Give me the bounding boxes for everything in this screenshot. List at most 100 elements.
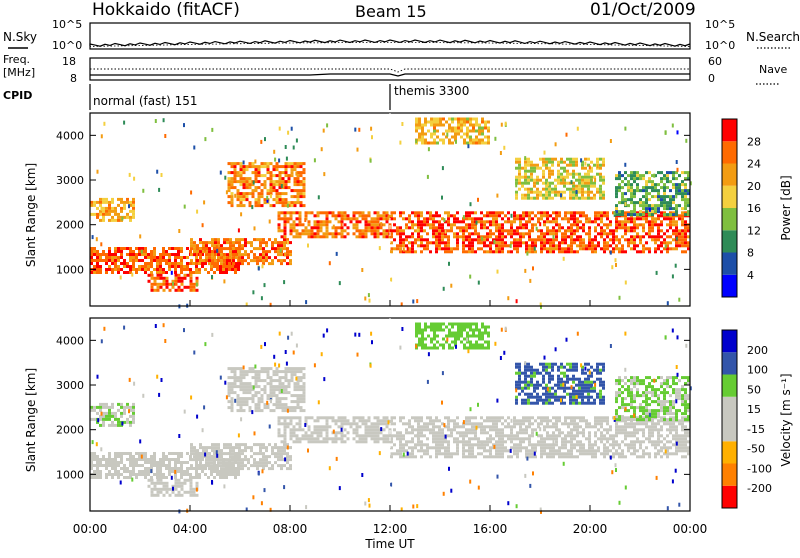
power-echo-cell <box>300 180 303 183</box>
velocity-echo-cell <box>480 425 483 428</box>
power-scatter-cell <box>403 248 405 252</box>
power-echo-cell <box>570 244 573 247</box>
velocity-echo-cell <box>241 467 244 470</box>
velocity-echo-cell <box>332 440 335 443</box>
velocity-echo-cell <box>271 464 274 467</box>
velocity-echo-cell <box>356 428 359 431</box>
power-echo-cell <box>362 214 365 217</box>
velocity-echo-cell <box>672 422 675 425</box>
power-echo-cell <box>114 256 117 259</box>
power-echo-cell <box>234 174 237 177</box>
power-echo-cell <box>120 210 123 213</box>
power-echo-cell <box>460 127 463 130</box>
power-echo-cell <box>147 262 150 265</box>
power-echo-cell <box>660 235 663 238</box>
power-echo-cell <box>462 226 465 229</box>
power-scatter-cell <box>446 133 448 137</box>
velocity-echo-cell <box>202 449 205 452</box>
power-echo-cell <box>429 214 432 217</box>
power-echo-cell <box>594 250 597 253</box>
power-echo-cell <box>195 256 198 259</box>
velocity-echo-cell <box>105 403 108 406</box>
velocity-echo-cell <box>540 440 543 443</box>
power-echo-cell <box>456 244 459 247</box>
velocity-echo-cell <box>447 434 450 437</box>
velocity-echo-cell <box>265 455 268 458</box>
velocity-echo-cell <box>276 406 279 409</box>
power-echo-cell <box>654 189 657 192</box>
power-echo-cell <box>672 177 675 180</box>
power-echo-cell <box>430 121 433 124</box>
velocity-echo-cell <box>639 446 642 449</box>
velocity-echo-cell <box>211 449 214 452</box>
velocity-echo-cell <box>374 422 377 425</box>
velocity-echo-cell <box>228 400 231 403</box>
power-echo-cell <box>411 235 414 238</box>
velocity-echo-cell <box>338 419 341 422</box>
velocity-echo-cell <box>156 464 159 467</box>
power-echo-cell <box>276 183 279 186</box>
velocity-echo-cell <box>285 370 288 373</box>
power-echo-cell <box>326 235 329 238</box>
power-scatter-cell <box>341 223 343 227</box>
power-echo-cell <box>439 118 442 121</box>
velocity-echo-cell <box>513 452 516 455</box>
velocity-echo-cell <box>243 385 246 388</box>
power-echo-cell <box>627 217 630 220</box>
power-echo-cell <box>475 118 478 121</box>
power-echo-cell <box>630 241 633 244</box>
power-echo-cell <box>660 186 663 189</box>
velocity-echo-cell <box>615 425 618 428</box>
power-echo-cell <box>475 124 478 127</box>
power-echo-cell <box>320 211 323 214</box>
power-echo-cell <box>186 247 189 250</box>
power-echo-cell <box>669 204 672 207</box>
power-echo-cell <box>102 216 105 219</box>
power-echo-cell <box>450 250 453 253</box>
power-echo-cell <box>460 124 463 127</box>
power-echo-cell <box>633 235 636 238</box>
velocity-echo-cell <box>268 455 271 458</box>
power-echo-cell <box>165 250 168 253</box>
power-echo-cell <box>341 214 344 217</box>
power-echo-cell <box>329 220 332 223</box>
power-echo-cell <box>285 183 288 186</box>
power-echo-cell <box>489 232 492 235</box>
power-echo-cell <box>651 229 654 232</box>
power-echo-cell <box>633 189 636 192</box>
velocity-echo-cell <box>576 422 579 425</box>
power-echo-cell <box>501 211 504 214</box>
velocity-echo-cell <box>576 425 579 428</box>
velocity-echo-cell <box>462 446 465 449</box>
power-echo-cell <box>663 204 666 207</box>
velocity-echo-cell <box>519 422 522 425</box>
power-echo-cell <box>297 189 300 192</box>
velocity-echo-cell <box>252 394 255 397</box>
power-echo-cell <box>501 232 504 235</box>
power-echo-cell <box>402 244 405 247</box>
velocity-echo-cell <box>495 428 498 431</box>
power-scatter-cell <box>463 215 465 219</box>
power-echo-cell <box>120 268 123 271</box>
velocity-echo-cell <box>432 431 435 434</box>
power-echo-cell <box>684 238 687 241</box>
velocity-echo-cell <box>244 458 247 461</box>
power-echo-cell <box>264 180 267 183</box>
power-echo-cell <box>138 250 141 253</box>
velocity-echo-cell <box>199 452 202 455</box>
velocity-echo-cell <box>278 428 281 431</box>
power-echo-cell <box>157 289 160 292</box>
power-echo-cell <box>527 164 530 167</box>
power-echo-cell <box>654 210 657 213</box>
velocity-echo-cell <box>308 440 311 443</box>
velocity-echo-cell <box>525 452 528 455</box>
velocity-echo-cell <box>513 422 516 425</box>
power-echo-cell <box>575 179 578 182</box>
power-echo-cell <box>615 207 618 210</box>
power-echo-cell <box>468 241 471 244</box>
power-echo-cell <box>432 214 435 217</box>
power-echo-cell <box>572 158 575 161</box>
velocity-echo-cell <box>117 421 120 424</box>
velocity-echo-cell <box>441 443 444 446</box>
power-scatter-cell <box>252 290 254 294</box>
